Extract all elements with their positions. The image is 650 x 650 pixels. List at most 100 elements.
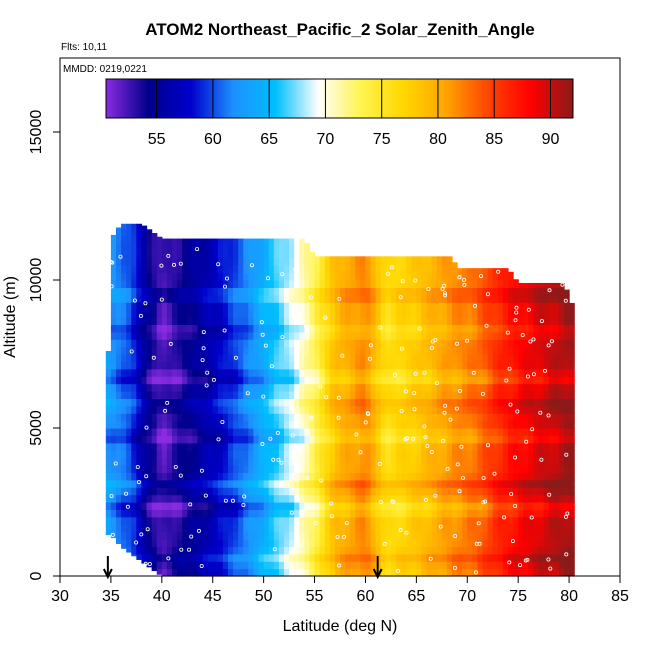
heatmap-cell [345,531,351,540]
heatmap-cell [222,494,229,503]
heatmap-cell [319,546,326,555]
heatmap-cell [304,502,311,510]
heatmap-cell [421,561,428,570]
heatmap-cell [360,561,367,570]
heatmap-cell [538,435,545,444]
heatmap-cell [548,346,555,355]
heatmap-cell [294,420,300,429]
heatmap-cell [543,509,550,518]
heatmap-cell [406,302,412,311]
heatmap-cell [304,420,311,429]
heatmap-cell [248,553,255,562]
heatmap-cell [472,465,479,473]
measurement-point [422,424,427,429]
heatmap-cell [538,405,545,414]
heatmap-cell [161,428,168,436]
heatmap-cell [553,302,560,311]
heatmap-cell [217,257,224,266]
measurement-point [538,410,543,415]
heatmap-cell [436,531,443,540]
heatmap-cell [508,346,514,355]
heatmap-cell [421,256,428,259]
heatmap-cell [548,354,555,362]
heatmap-cell [436,405,443,414]
heatmap-cell [446,457,453,466]
heatmap-cell [187,294,193,303]
heatmap-cell [156,398,163,407]
heatmap-cell [497,516,504,525]
heatmap-cell [324,376,331,385]
heatmap-cell [212,494,219,503]
heatmap-cell [360,331,367,340]
heatmap-cell [497,361,504,370]
heatmap-cell [416,561,423,570]
heatmap-cell [406,428,412,436]
heatmap-cell [228,509,234,518]
heatmap-cell [497,331,504,340]
measurement-point [280,335,285,340]
heatmap-cell [253,368,260,377]
heatmap-cell [355,383,361,392]
heatmap-cell [380,405,387,414]
heatmap-cell [136,539,143,547]
heatmap-cell [497,442,504,451]
heatmap-cell [396,413,402,422]
heatmap-cell [233,450,239,459]
heatmap-cell [146,405,153,414]
heatmap-cell [416,524,423,533]
heatmap-cell [136,524,143,533]
heatmap-cell [411,487,417,496]
heatmap-cell [365,502,372,510]
heatmap-cell [141,235,148,244]
heatmap-cell [263,398,270,407]
heatmap-cell [462,450,468,459]
heatmap-cell [202,346,209,355]
heatmap-cell [217,354,224,362]
heatmap-cell [401,361,407,370]
heatmap-cell [355,339,361,348]
heatmap-cell [558,487,565,496]
heatmap-cell [416,294,423,303]
heatmap-cell [523,568,529,577]
heatmap-cell [365,472,372,481]
heatmap-cell [177,324,183,333]
heatmap-cell [182,435,188,444]
heatmap-cell [309,487,316,496]
heatmap-cell [187,516,193,525]
heatmap-cell [294,250,300,259]
heatmap-cell [508,442,514,451]
heatmap-cell [533,391,540,399]
heatmap-cell [273,331,280,340]
heatmap-cell [202,383,209,392]
heatmap-cell [192,243,199,251]
heatmap-cell [569,524,575,533]
heatmap-cell [569,413,575,422]
heatmap-cell [258,494,265,503]
heatmap-cell [528,405,535,414]
heatmap-cell [161,472,168,481]
heatmap-cell [340,420,346,429]
heatmap-cell [151,383,158,392]
measurement-point [166,556,171,561]
heatmap-cell [319,391,326,399]
heatmap-cell [345,256,351,259]
heatmap-cell [462,376,468,385]
heatmap-cell [197,568,204,577]
heatmap-cell [431,457,438,466]
heatmap-cell [462,435,468,444]
heatmap-cell [273,442,280,451]
heatmap-cell [467,413,473,422]
heatmap-cell [569,420,575,429]
heatmap-cell [411,539,417,547]
measurement-point [329,501,334,506]
heatmap-cell [350,256,356,259]
heatmap-cell [421,376,428,385]
heatmap-cell [523,435,529,444]
heatmap-cell [243,465,249,473]
heatmap-cell [385,531,392,540]
measurement-point [546,343,551,348]
heatmap-cell [426,361,433,370]
heatmap-cell [248,368,255,377]
heatmap-cell [329,442,336,451]
heatmap-cell [370,383,377,392]
